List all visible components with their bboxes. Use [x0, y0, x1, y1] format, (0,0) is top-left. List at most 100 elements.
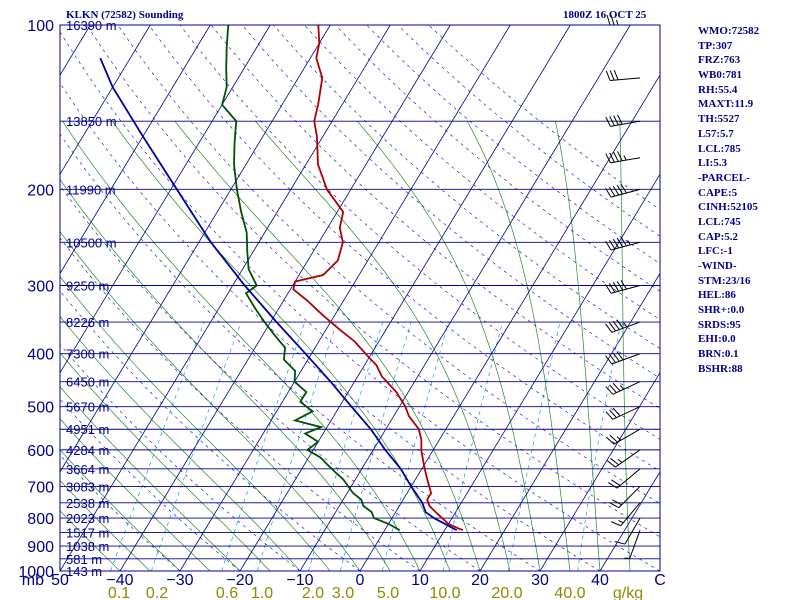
wind-barb — [605, 319, 641, 333]
mixing-ratio-label: 3.0 — [332, 585, 354, 600]
moist-adiabats — [60, 120, 631, 571]
index-item: STM:23/16 — [698, 274, 751, 287]
isotherm-line — [359, 74, 660, 571]
pressure-tick-label: 200 — [27, 182, 54, 199]
moist-adiabat-line — [60, 230, 361, 571]
temperature-tick-label: 40 — [591, 572, 609, 589]
isotherm-line — [179, 25, 511, 571]
height-label: 4951 m — [66, 422, 109, 437]
index-item: LCL:785 — [698, 142, 741, 155]
height-label: 9250 m — [66, 279, 109, 294]
moist-adiabat-line — [112, 120, 451, 571]
parcel-line — [99, 57, 458, 531]
isotherm-line — [479, 272, 660, 571]
mixing-ratio-label: 40.0 — [554, 585, 585, 600]
wind-barb — [605, 114, 641, 127]
isotherm-line — [419, 173, 660, 571]
height-label: 581 m — [66, 552, 102, 567]
isotherm-line — [119, 25, 451, 571]
index-item: L57:5.7 — [698, 127, 734, 140]
mixing-ratio-line — [110, 321, 205, 571]
mixing-ratio-line — [381, 322, 449, 571]
moist-adiabat-line — [60, 449, 181, 571]
moist-adiabat-line — [60, 315, 301, 571]
mixing-ratio-label: 0.1 — [108, 585, 130, 600]
mixing-ratio-label: 20.0 — [491, 585, 522, 600]
index-item: BSHR:88 — [698, 362, 743, 375]
height-label: 5670 m — [66, 400, 109, 415]
wind-barb — [614, 517, 641, 545]
wind-barb — [605, 151, 641, 164]
temperature-tick-label: C — [654, 572, 666, 589]
dry-adiabat-line — [60, 290, 361, 571]
mixing-ratio-line — [221, 321, 306, 571]
height-label: 7300 m — [66, 347, 109, 362]
index-item: MAXT:11.9 — [698, 98, 754, 111]
height-label: 3083 m — [66, 479, 109, 494]
index-item: HEL:86 — [698, 289, 736, 302]
height-label: 8226 m — [66, 315, 109, 330]
moist-adiabat-line — [60, 510, 121, 571]
height-label: 11990 m — [66, 182, 116, 197]
wind-barb — [605, 279, 641, 294]
isotherm-line — [299, 25, 631, 571]
mixing-ratio-label: 0.6 — [216, 585, 238, 600]
dry-adiabat-line — [60, 237, 421, 571]
height-label: 4284 m — [66, 443, 109, 458]
wind-barb — [605, 236, 641, 251]
temperature-tick-label: 20 — [471, 572, 489, 589]
wind-barb — [605, 69, 641, 82]
valid-time: 1800Z 16 OCT 25 — [563, 9, 647, 21]
moist-adiabat-line — [555, 121, 601, 571]
mixing-ratio-line — [256, 321, 338, 571]
isotherm-line — [60, 25, 151, 176]
isotherm-line — [60, 25, 211, 275]
index-item: SRDS:95 — [698, 318, 741, 331]
index-item: WMO:72582 — [698, 25, 760, 37]
station-title: KLKN (72582) Sounding — [66, 9, 184, 21]
wind-barb — [624, 530, 641, 559]
temperature-tick-label: −20 — [226, 572, 253, 589]
height-label: 1517 m — [66, 525, 109, 540]
moist-adiabat-line — [60, 418, 211, 571]
mixing-ratio-label: 5.0 — [377, 585, 399, 600]
sounding-indices-panel: WMO:72582 TP:307 FRZ:763 WB0:781 RH:55.4 MAXT… — [698, 24, 759, 377]
wind-barb — [608, 468, 641, 489]
wind-barb — [606, 428, 641, 445]
height-label: 3664 m — [66, 462, 109, 477]
wind-barb — [609, 486, 641, 509]
moist-adiabat-line — [255, 120, 511, 571]
index-item: SHR+:0.0 — [698, 304, 745, 317]
isotherms — [0, 25, 660, 571]
mixing-ratio-label: 1.0 — [251, 585, 273, 600]
index-item: LI:5.3 — [698, 157, 728, 170]
dewpoint-line — [221, 25, 401, 531]
height-label: 10500 m — [66, 235, 117, 250]
pressure-tick-label: 900 — [27, 539, 54, 556]
index-item: FRZ:763 — [698, 54, 741, 67]
mixing-ratio-lines — [110, 321, 622, 571]
isotherm-line — [60, 25, 391, 571]
pressure-tick-label: 600 — [27, 443, 54, 460]
mixing-ratio-label: 10.0 — [429, 585, 460, 600]
mixing-ratio-label: 2.0 — [302, 585, 324, 600]
wind-barb — [605, 406, 641, 420]
mixing-ratio-line — [442, 322, 503, 571]
index-item: -PARCEL- — [698, 171, 750, 184]
wind-barb — [605, 351, 641, 365]
index-item: LFC:-1 — [698, 245, 733, 258]
mixing-ratio-line — [507, 322, 561, 571]
isotherm-line — [0, 25, 30, 571]
isotherm-line — [539, 371, 660, 571]
pressure-tick-label: 100 — [27, 18, 54, 35]
temperature-tick-label: −40 — [106, 572, 133, 589]
wind-barb — [605, 381, 641, 395]
index-item: CAP:5.2 — [698, 230, 739, 243]
pressure-tick-label: 400 — [27, 347, 54, 364]
temperature-tick-label: 0 — [356, 572, 365, 589]
pressure-tick-label: 300 — [27, 279, 54, 296]
pressure-tick-label: 800 — [27, 511, 54, 528]
moist-adiabat-line — [60, 386, 241, 571]
isotherm-line — [599, 471, 660, 571]
profile-series — [99, 25, 464, 532]
